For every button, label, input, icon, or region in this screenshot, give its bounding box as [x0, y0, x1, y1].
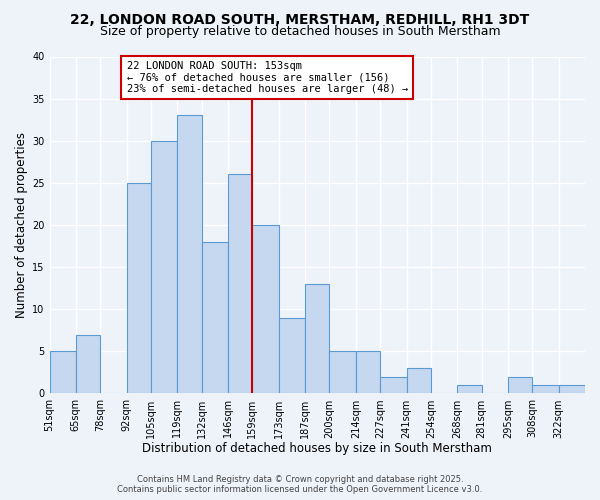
- Bar: [177, 116, 202, 394]
- Bar: [559, 385, 585, 394]
- Bar: [380, 376, 407, 394]
- Bar: [329, 352, 356, 394]
- Bar: [279, 318, 305, 394]
- Y-axis label: Number of detached properties: Number of detached properties: [15, 132, 28, 318]
- Bar: [228, 174, 253, 394]
- Text: 22 LONDON ROAD SOUTH: 153sqm
← 76% of detached houses are smaller (156)
23% of s: 22 LONDON ROAD SOUTH: 153sqm ← 76% of de…: [127, 60, 408, 94]
- X-axis label: Distribution of detached houses by size in South Merstham: Distribution of detached houses by size …: [142, 442, 492, 455]
- Bar: [50, 352, 76, 394]
- Text: Contains HM Land Registry data © Crown copyright and database right 2025.
Contai: Contains HM Land Registry data © Crown c…: [118, 474, 482, 494]
- Bar: [76, 334, 100, 394]
- Bar: [356, 352, 380, 394]
- Text: 22, LONDON ROAD SOUTH, MERSTHAM, REDHILL, RH1 3DT: 22, LONDON ROAD SOUTH, MERSTHAM, REDHILL…: [70, 12, 530, 26]
- Bar: [127, 183, 151, 394]
- Bar: [508, 376, 532, 394]
- Bar: [457, 385, 482, 394]
- Bar: [532, 385, 559, 394]
- Bar: [407, 368, 431, 394]
- Bar: [253, 225, 279, 394]
- Bar: [202, 242, 228, 394]
- Bar: [151, 140, 177, 394]
- Text: Size of property relative to detached houses in South Merstham: Size of property relative to detached ho…: [100, 25, 500, 38]
- Bar: [305, 284, 329, 394]
